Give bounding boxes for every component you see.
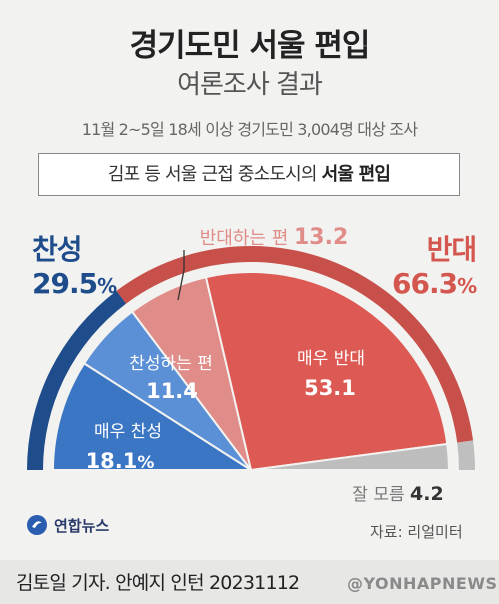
chart-subtitle: 여론조사 결과 [177, 70, 323, 100]
slice-label-somewhat-oppose: 반대하는 편 13.2 [200, 225, 349, 250]
slice-label-very-favor: 매우 찬성 [94, 422, 162, 442]
favor-total-label: 찬성 29.5% [32, 233, 117, 303]
favor-label: 찬성 [32, 233, 83, 266]
outer-arc-favor [27, 290, 127, 470]
oppose-unit: % [457, 274, 477, 298]
slice-label-somewhat-favor: 찬성하는 편 [129, 354, 213, 374]
yonhap-logo: 연합뉴스 [26, 514, 109, 536]
slice-value-somewhat-oppose: 13.2 [294, 225, 348, 250]
oppose-total-label: 반대 66.3% [392, 233, 478, 303]
callout-line [177, 250, 185, 301]
watermark: @YONHAPNEWS [347, 574, 498, 593]
slice-label-unknown: 잘 모름 4.2 [352, 483, 443, 505]
question-prefix: 김포 등 서울 근접 중소도시의 [107, 164, 322, 185]
favor-value: 29.5 [32, 267, 98, 300]
slice-unit-very-favor: % [137, 453, 154, 473]
outer-arc-oppose [116, 245, 474, 443]
footer-bar [0, 560, 499, 604]
slice-0 [51, 362, 255, 471]
byline: 김토일 기자. 안예지 인턴 20231112 [16, 572, 300, 594]
survey-info: 11월 2~5일 18세 이상 경기도민 3,004명 대상 조사 [81, 120, 418, 139]
slice-value-unknown: 4.2 [410, 483, 444, 505]
oppose-label: 반대 [426, 233, 478, 266]
slice-3 [204, 271, 449, 472]
favor-unit: % [97, 274, 117, 298]
oppose-value: 66.3 [392, 267, 458, 300]
question-emphasis: 서울 편입 [321, 164, 391, 185]
slice-4 [250, 442, 451, 471]
slice-value-very-favor: 18.1% [86, 449, 155, 473]
outer-arc-unknown [457, 440, 475, 470]
source-label: 자료: 리얼미터 [370, 523, 463, 541]
logo-text: 연합뉴스 [54, 516, 110, 535]
yonhap-logo-icon [27, 515, 47, 535]
question-box: 김포 등 서울 근접 중소도시의 서울 편입 [38, 153, 460, 196]
chart-title: 경기도민 서울 편입 [129, 28, 371, 64]
slice-value-very-oppose: 53.1 [304, 376, 356, 400]
slice-value-somewhat-favor: 11.4 [146, 379, 198, 403]
slice-label-very-oppose: 매우 반대 [297, 349, 365, 369]
